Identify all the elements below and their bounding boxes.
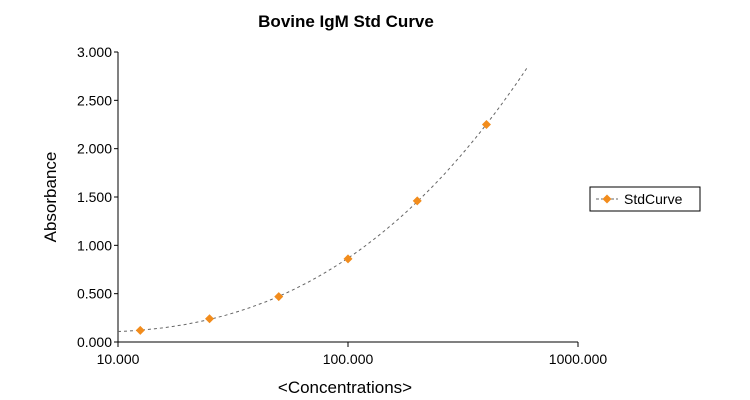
data-point	[135, 325, 145, 335]
data-point	[205, 314, 215, 324]
data-point	[274, 292, 284, 302]
data-points	[135, 120, 491, 335]
y-tick-label: 1.000	[77, 237, 112, 253]
y-tick-label: 0.000	[77, 334, 112, 350]
y-tick-label: 0.500	[77, 286, 112, 302]
y-tick-label: 3.000	[77, 44, 112, 60]
fit-curve	[117, 67, 528, 332]
x-axis-label: <Concentrations>	[278, 378, 412, 397]
x-tick-label: 1000.000	[549, 351, 608, 367]
y-ticks: 0.000 0.500 1.000 1.500 2.000 2.500 3.000	[77, 44, 118, 350]
x-tick-label: 100.000	[323, 351, 374, 367]
y-tick-label: 1.500	[77, 189, 112, 205]
data-point	[343, 254, 353, 264]
x-tick-label: 10.000	[97, 351, 140, 367]
y-axis-label: Absorbance	[41, 152, 60, 243]
data-point	[481, 120, 491, 129]
legend-marker	[602, 194, 612, 204]
legend: StdCurve	[589, 186, 701, 212]
y-tick-label: 2.500	[77, 92, 112, 108]
legend-label: StdCurve	[624, 191, 683, 207]
data-point	[412, 196, 422, 206]
y-tick-label: 2.000	[77, 141, 112, 157]
plot-area: 0.000 0.500 1.000 1.500 2.000 2.500 3.000 10.0…	[77, 44, 607, 367]
x-ticks: 10.000 100.000 1000.000	[97, 342, 608, 367]
chart-title: Bovine IgM Std Curve	[258, 12, 434, 31]
